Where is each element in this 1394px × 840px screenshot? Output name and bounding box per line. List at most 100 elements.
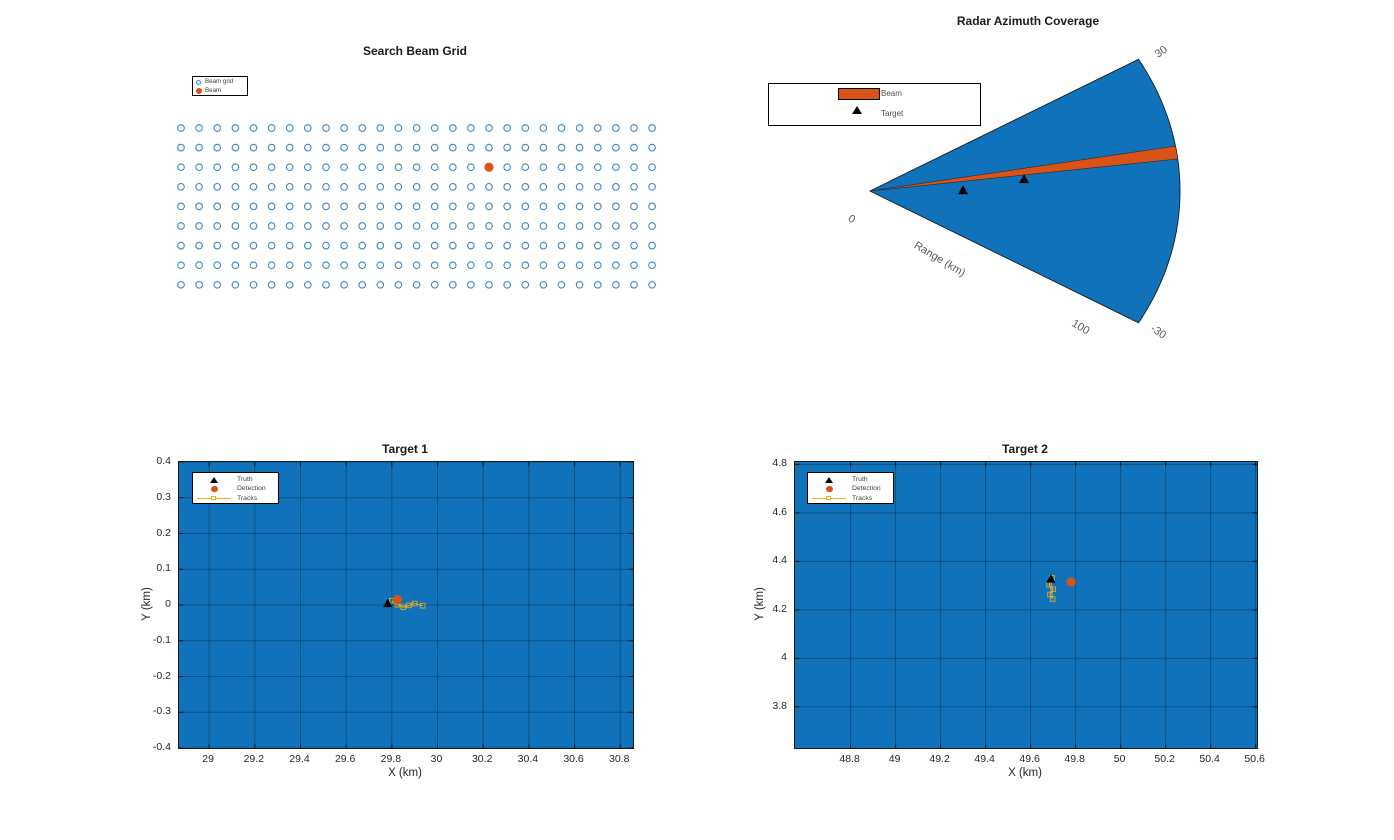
triangle-icon <box>852 106 862 114</box>
x-tick-label: 29.2 <box>243 753 265 765</box>
beam-grid-point <box>249 202 258 211</box>
track-marker <box>1050 586 1056 593</box>
beam-grid-point <box>195 202 203 211</box>
beam-grid-point <box>285 182 294 191</box>
beam-grid-point <box>575 241 584 250</box>
beam-wedge <box>869 145 1179 192</box>
beam-grid-point <box>177 241 185 250</box>
beam-grid-point <box>503 241 512 250</box>
beam-grid-point <box>430 143 439 152</box>
beam-grid-point <box>267 261 276 270</box>
x-tick-label: 50.6 <box>1244 753 1265 765</box>
beam-grid-point <box>213 124 222 132</box>
beam-grid-point <box>485 222 493 230</box>
beam-grid-point <box>648 280 656 289</box>
beam-grid-point <box>630 202 638 211</box>
beam-grid-point <box>249 280 258 289</box>
beam-grid-point <box>430 182 439 191</box>
beam-grid-point <box>376 261 385 270</box>
filled-circle-icon <box>826 485 833 493</box>
beam-grid-point <box>177 261 185 270</box>
beam-grid-point <box>612 182 620 191</box>
beam-grid-point <box>630 182 638 191</box>
beam-grid-point <box>177 202 185 211</box>
beam-grid-point <box>485 124 493 132</box>
beam-grid-point <box>612 124 620 132</box>
target1-title: Target 1 <box>382 442 428 456</box>
beam-grid-point <box>340 280 348 289</box>
beam-grid-point <box>231 143 240 152</box>
x-tick-label: 48.8 <box>839 753 860 765</box>
beam-grid-point <box>285 124 294 132</box>
beam-grid-point <box>177 280 185 289</box>
beam-grid-point <box>267 202 276 211</box>
beam-grid-point <box>593 222 602 230</box>
beam-grid-point <box>448 163 457 172</box>
beam-grid-point <box>612 222 620 230</box>
open-square-icon <box>826 495 831 501</box>
beam-grid-point <box>322 143 330 152</box>
x-tick-label: 49.6 <box>1019 753 1040 765</box>
beam-grid-point <box>231 163 240 172</box>
beam-grid-point <box>231 222 240 230</box>
beam-grid-point <box>267 182 276 191</box>
beam-grid-point <box>448 182 457 191</box>
beam-grid-point <box>249 182 258 191</box>
legend-entry-beam-grid: Beam grid <box>193 78 247 87</box>
legend-entry-tracks: Tracks <box>808 494 893 503</box>
x-tick-label: 49.2 <box>929 753 950 765</box>
beam-grid-point <box>340 124 348 132</box>
y-tick-label: 4.4 <box>772 554 787 567</box>
track-marker <box>1046 582 1052 588</box>
beam-grid-point <box>593 163 602 172</box>
beam-grid-point <box>612 202 620 211</box>
beam-grid-point <box>557 182 566 191</box>
beam-grid-point <box>539 143 548 152</box>
beam-grid-point <box>430 222 439 230</box>
target1-legend: Truth Detection Tracks <box>192 472 279 504</box>
beam-grid-point <box>485 261 493 270</box>
beam-grid-point <box>648 182 656 191</box>
beam-grid-point <box>539 280 548 289</box>
legend-label: Tracks <box>852 494 873 502</box>
y-tick-label: 0.4 <box>156 455 171 467</box>
detection-marker <box>1066 577 1076 587</box>
beam-grid-point <box>195 143 203 152</box>
beam-grid-point <box>231 241 240 250</box>
beam-grid-point <box>358 182 367 191</box>
beam-grid-point <box>376 280 385 289</box>
track-marker <box>419 602 426 609</box>
beam-grid-point <box>539 222 548 230</box>
beam-grid-point <box>430 241 439 250</box>
beam-grid-point <box>358 124 367 132</box>
beam-grid-point <box>267 280 276 289</box>
beam-grid-point <box>412 280 421 289</box>
beam-grid-point <box>412 241 421 250</box>
beam-grid-point <box>467 261 475 270</box>
beam-grid-point <box>213 163 222 172</box>
beam-grid-point <box>503 163 512 172</box>
y-tick-label: 4 <box>781 651 787 664</box>
beam-grid-point <box>485 280 493 289</box>
beam-grid-point <box>539 241 548 250</box>
beam-grid-point <box>340 143 348 152</box>
beam-grid-point <box>521 124 530 132</box>
beam-grid-point <box>249 124 258 132</box>
target-marker <box>958 185 968 195</box>
beam-grid-point <box>521 261 530 270</box>
truth-marker <box>383 598 393 608</box>
x-tick-label: 30.2 <box>471 753 493 765</box>
beam-grid-point <box>303 222 312 230</box>
beam-grid-point <box>539 182 548 191</box>
x-tick-label: 49.8 <box>1064 753 1085 765</box>
beam-grid-point <box>412 261 421 270</box>
beam-grid-point <box>630 222 638 230</box>
beam-grid-point <box>213 202 222 211</box>
x-tick-label: 49.4 <box>974 753 995 765</box>
beam-grid-point <box>376 163 385 172</box>
beam-grid-point <box>430 261 439 270</box>
beam-grid-point <box>267 143 276 152</box>
x-tick-label: 50.2 <box>1154 753 1175 765</box>
track-marker <box>400 604 407 610</box>
legend-label: Detection <box>852 485 881 493</box>
